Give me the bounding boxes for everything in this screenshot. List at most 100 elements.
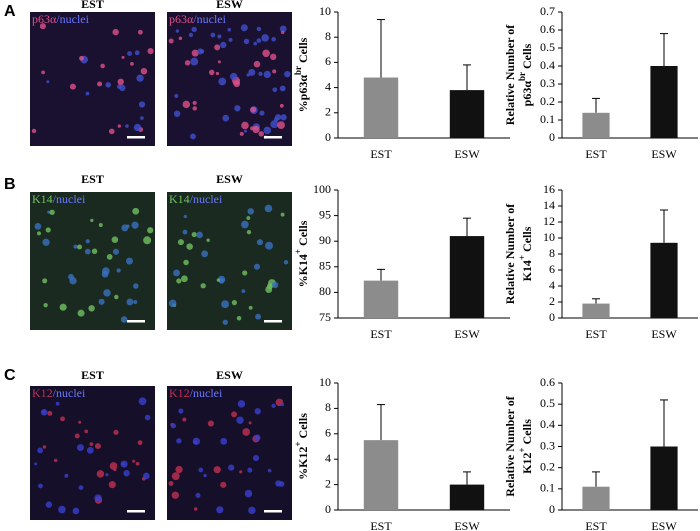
image-label: K12/nuclei <box>32 386 86 400</box>
cell <box>85 239 90 244</box>
text-part: br <box>293 66 303 75</box>
cell <box>192 437 201 446</box>
text-part: K14 <box>169 192 190 206</box>
cell <box>120 460 128 468</box>
cell <box>241 289 246 294</box>
cell <box>77 309 85 317</box>
cell <box>216 506 224 514</box>
text-part: + <box>293 249 303 254</box>
cell <box>55 401 60 406</box>
y-tick-label: 8 <box>325 400 331 414</box>
cell <box>76 444 84 452</box>
text-part: Relative Number of <box>503 24 517 125</box>
cell <box>222 114 230 122</box>
text-part: %K12 <box>296 447 310 480</box>
cell <box>138 397 147 406</box>
cell <box>147 227 154 234</box>
cell <box>254 434 261 441</box>
image-label: K14/nuclei <box>32 192 86 206</box>
cell <box>64 473 69 478</box>
x-tick-label: ESW <box>454 327 480 341</box>
cell <box>218 77 227 86</box>
text-part: %p63α <box>296 75 310 113</box>
cell <box>72 507 80 515</box>
cell <box>109 462 118 470</box>
text-part: Cells <box>296 413 310 442</box>
cell <box>108 128 115 135</box>
cell <box>132 207 140 215</box>
bar <box>582 112 610 138</box>
panel-letter: A <box>4 3 16 20</box>
cell <box>46 80 50 84</box>
y-tick-label: 0.6 <box>540 375 555 389</box>
y-axis-label: %K12+ Cells <box>293 413 310 480</box>
bar <box>363 77 399 138</box>
cell <box>247 467 253 473</box>
cell <box>236 315 242 321</box>
cell <box>244 489 253 498</box>
y-tick-label: 4 <box>325 451 331 465</box>
cell <box>236 416 244 424</box>
x-tick-label: ESW <box>454 519 480 531</box>
cell <box>39 23 46 30</box>
cell <box>120 316 128 323</box>
y-tick-label: 0.6 <box>540 22 555 36</box>
cell <box>242 270 248 276</box>
cell <box>281 30 285 35</box>
y-axis-label: Relative Number of <box>503 24 517 125</box>
y-tick-label: 2 <box>325 476 331 490</box>
cell <box>208 69 215 76</box>
cell <box>100 63 105 69</box>
text-part: p63α <box>32 12 57 26</box>
cell <box>275 480 282 487</box>
cell <box>248 421 252 425</box>
y-tick-label: 0 <box>549 310 555 324</box>
cell <box>246 216 251 220</box>
text-part: /nuclei <box>56 12 89 26</box>
cell <box>220 481 227 488</box>
scale-bar <box>127 136 145 139</box>
image-title: ESW <box>216 172 243 186</box>
cell <box>60 416 65 422</box>
cell <box>98 223 103 228</box>
cell <box>170 423 177 429</box>
bar <box>650 242 678 318</box>
y-tick-label: 0 <box>325 502 331 516</box>
cell <box>58 505 66 514</box>
text-part: + <box>517 255 527 260</box>
cell <box>98 298 105 305</box>
cell <box>85 91 90 96</box>
cell <box>279 25 287 33</box>
cell <box>270 120 279 129</box>
cell <box>237 400 246 408</box>
cell <box>176 438 182 444</box>
x-tick-label: EST <box>585 519 607 531</box>
text-part: Cells <box>296 220 310 249</box>
y-tick-label: 100 <box>313 182 331 196</box>
cell <box>175 29 180 33</box>
cell <box>105 82 111 88</box>
cell <box>47 410 53 416</box>
cell <box>206 238 210 242</box>
y-tick-label: 0.3 <box>540 438 555 452</box>
text-part: Cells <box>296 37 310 66</box>
cell <box>191 26 197 33</box>
cell <box>119 84 126 92</box>
y-tick-label: 0.1 <box>540 112 555 126</box>
y-axis-label: Relative Number of <box>503 203 517 304</box>
cell <box>123 470 130 477</box>
cell <box>78 420 82 424</box>
cell <box>239 131 244 136</box>
cell <box>263 70 271 79</box>
y-tick-label: 95 <box>319 207 331 221</box>
cell <box>143 236 152 245</box>
cell <box>113 429 119 435</box>
text-part: Relative Number of <box>503 203 517 304</box>
cell <box>221 300 230 309</box>
text-part: p63α <box>169 12 194 26</box>
cell <box>272 87 278 93</box>
y-tick-label: 90 <box>319 233 331 247</box>
bar <box>449 484 485 510</box>
cell <box>133 299 138 305</box>
cell <box>265 241 274 250</box>
